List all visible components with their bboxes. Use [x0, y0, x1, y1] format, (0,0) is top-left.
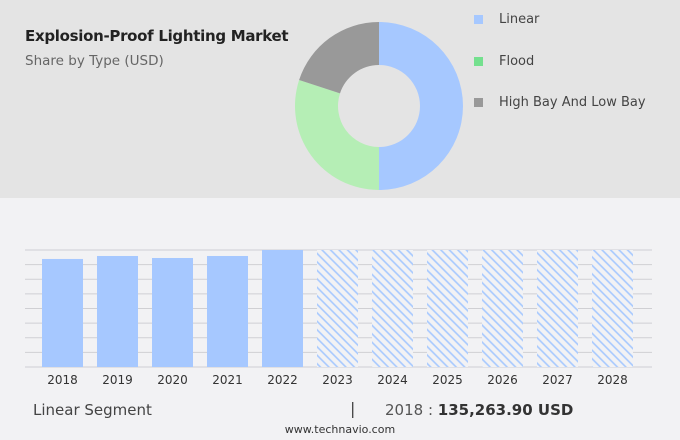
x-tick-label: 2027 [542, 373, 573, 387]
x-tick-label: 2018 [47, 373, 78, 387]
legend-label: Flood [499, 54, 535, 69]
segment-value: 2018 : 135,263.90 USD [385, 401, 573, 419]
x-tick-label: 2022 [267, 373, 298, 387]
x-tick-label: 2024 [377, 373, 408, 387]
x-tick-label: 2020 [157, 373, 188, 387]
x-tick-label: 2023 [322, 373, 353, 387]
chart-subtitle: Share by Type (USD) [25, 53, 164, 69]
bar-2021 [207, 255, 248, 367]
x-tick-label: 2026 [487, 373, 518, 387]
legend-label: Linear [499, 12, 540, 27]
forecast-bar-2024 [372, 250, 413, 367]
bar-2022 [262, 250, 303, 367]
source-link[interactable]: www.technavio.com [284, 423, 396, 436]
x-tick-label: 2025 [432, 373, 463, 387]
bar-2019 [97, 255, 138, 367]
legend-item-high-bay: High Bay And Low Bay [474, 95, 646, 110]
legend-swatch [474, 98, 483, 107]
value-year: 2018 [385, 401, 424, 419]
forecast-bar-2025 [427, 250, 468, 367]
value-colon: : [423, 401, 438, 419]
value-amount: 135,263.90 USD [437, 401, 574, 419]
bar-2018 [42, 258, 83, 367]
forecast-bar-2026 [482, 250, 523, 367]
x-tick-label: 2021 [212, 373, 243, 387]
legend-swatch [474, 57, 483, 66]
x-tick-label: 2028 [597, 373, 628, 387]
chart-title: Explosion-Proof Lighting Market [25, 27, 289, 45]
legend-item-linear: Linear [474, 12, 539, 27]
forecast-bar-2023 [317, 250, 358, 367]
legend-swatch [474, 15, 483, 24]
separator: | [350, 399, 356, 418]
x-tick-label: 2019 [102, 373, 133, 387]
bar-2020 [152, 257, 193, 367]
segment-label: Linear Segment [33, 401, 152, 419]
forecast-bar-2028 [592, 250, 633, 367]
legend-label: High Bay And Low Bay [499, 95, 646, 110]
forecast-bar-2027 [537, 250, 578, 367]
legend-item-flood: Flood [474, 54, 534, 69]
